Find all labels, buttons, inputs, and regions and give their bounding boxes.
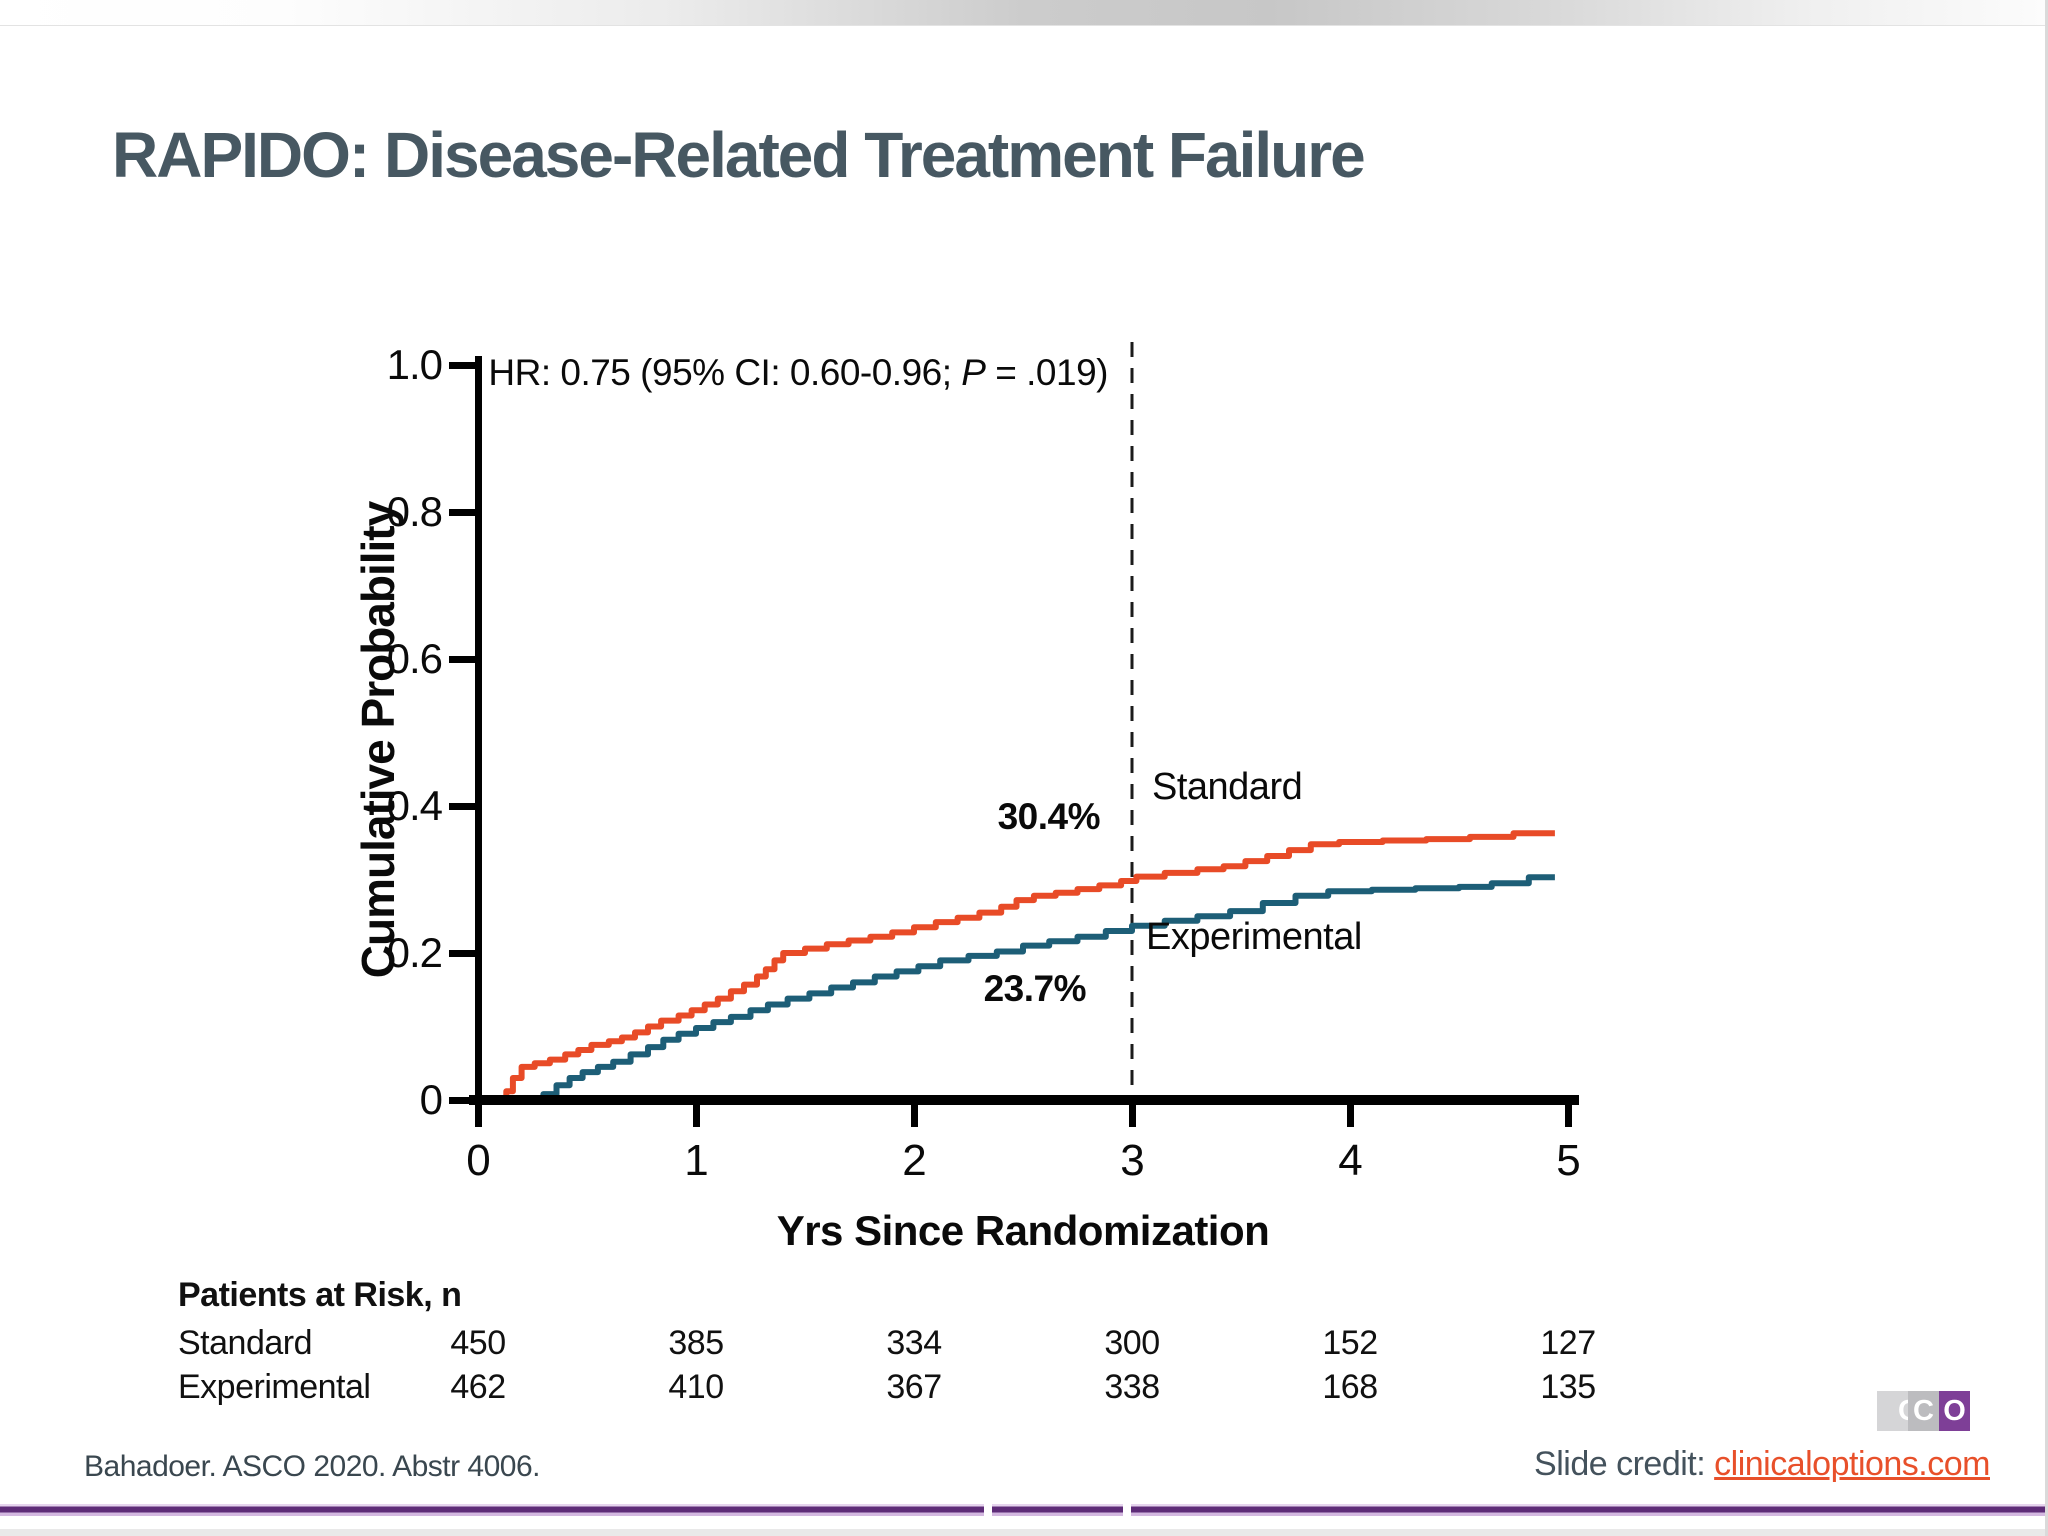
risk-value-standard-yr1: 385 <box>668 1324 724 1362</box>
slide-credit: Slide credit: clinicaloptions.com <box>1534 1445 1990 1484</box>
slide-title: RAPIDO: Disease-Related Treatment Failur… <box>112 119 1366 191</box>
y-tick-mark-0 <box>449 1096 477 1104</box>
y-tick-label-0.4: 0.4 <box>386 782 443 829</box>
risk-row-label-standard: Standard <box>178 1324 313 1362</box>
risk-table-header: Patients at Risk, n <box>178 1276 462 1314</box>
right-edge-border <box>2045 0 2048 1536</box>
risk-value-experimental-yr1: 410 <box>668 1368 724 1406</box>
x-tick-mark-5 <box>1564 1103 1572 1127</box>
y-tick-mark-1.0 <box>449 361 477 369</box>
risk-value-experimental-yr0: 462 <box>450 1368 506 1406</box>
top-gradient-bar <box>0 0 2048 26</box>
clinicaloptions-link[interactable]: clinicaloptions.com <box>1714 1445 1990 1483</box>
bottom-edge-strip <box>0 1529 2048 1536</box>
risk-value-standard-yr3: 300 <box>1104 1324 1160 1362</box>
x-tick-label-4: 4 <box>1338 1136 1362 1185</box>
curve-standard <box>478 830 1555 1103</box>
curve-label-standard: Standard <box>1152 766 1303 808</box>
x-tick-label-5: 5 <box>1556 1136 1580 1185</box>
y-tick-label-0.8: 0.8 <box>386 488 443 535</box>
risk-row-label-experimental: Experimental <box>178 1368 371 1406</box>
slide-credit-label: Slide credit: <box>1534 1445 1715 1483</box>
divider-gap-1 <box>984 1503 992 1517</box>
citation-text: Bahadoer. ASCO 2020. Abstr 4006. <box>84 1450 541 1483</box>
hr-annotation: HR: 0.75 (95% CI: 0.60-0.96; P = .019) <box>488 352 1108 394</box>
y-tick-label-1.0: 1.0 <box>386 341 443 388</box>
x-tick-mark-4 <box>1346 1103 1354 1127</box>
experimental-3yr-value-label: 23.7% <box>983 968 1087 1009</box>
y-axis-title: Cumulative Probability <box>352 501 404 979</box>
risk-value-experimental-yr4: 168 <box>1322 1368 1378 1406</box>
risk-value-experimental-yr5: 135 <box>1540 1368 1596 1406</box>
cco-logo-letter-2: C <box>1913 1395 1934 1427</box>
cco-logo-square-1: C <box>1877 1391 1908 1431</box>
y-tick-mark-0.6 <box>449 655 477 663</box>
y-tick-mark-0.4 <box>449 802 477 810</box>
x-tick-label-0: 0 <box>466 1136 490 1185</box>
risk-value-experimental-yr3: 338 <box>1104 1368 1160 1406</box>
x-tick-mark-0 <box>474 1103 482 1127</box>
y-tick-label-0.2: 0.2 <box>386 929 443 976</box>
purple-divider-rule <box>0 1504 2048 1516</box>
y-axis-line <box>475 356 482 1109</box>
x-tick-label-2: 2 <box>902 1136 926 1185</box>
risk-value-experimental-yr2: 367 <box>886 1368 942 1406</box>
y-tick-mark-0.2 <box>449 949 477 957</box>
y-tick-label-0: 0 <box>419 1076 443 1123</box>
risk-value-standard-yr2: 334 <box>886 1324 942 1362</box>
x-axis-title: Yrs Since Randomization <box>776 1207 1270 1254</box>
x-tick-label-3: 3 <box>1120 1136 1144 1185</box>
hr-annotation-prefix: HR: 0.75 (95% CI: 0.60-0.96; <box>488 352 962 393</box>
y-tick-mark-0.8 <box>449 508 477 516</box>
curve-label-experimental: Experimental <box>1146 916 1362 958</box>
risk-value-standard-yr5: 127 <box>1540 1324 1596 1362</box>
cco-logo-square-3: O <box>1939 1391 1970 1431</box>
hr-annotation-suffix: = .019) <box>985 352 1108 393</box>
risk-value-standard-yr0: 450 <box>450 1324 506 1362</box>
y-tick-label-0.6: 0.6 <box>386 635 443 682</box>
cco-logo-letter-3: O <box>1943 1395 1966 1427</box>
x-axis-line <box>469 1095 1579 1105</box>
x-tick-mark-2 <box>910 1103 918 1127</box>
x-tick-mark-1 <box>692 1103 700 1127</box>
x-tick-mark-3 <box>1128 1103 1136 1127</box>
cco-logo-square-2: C <box>1908 1391 1939 1431</box>
cco-logo-letter-1: C <box>1893 1391 1908 1431</box>
risk-value-standard-yr4: 152 <box>1322 1324 1378 1362</box>
divider-gap-2 <box>1123 1503 1131 1517</box>
x-tick-label-1: 1 <box>684 1136 708 1185</box>
standard-3yr-value-label: 30.4% <box>997 796 1101 837</box>
cco-logo: C C O <box>1877 1391 1970 1431</box>
hr-annotation-p: P <box>961 352 986 393</box>
